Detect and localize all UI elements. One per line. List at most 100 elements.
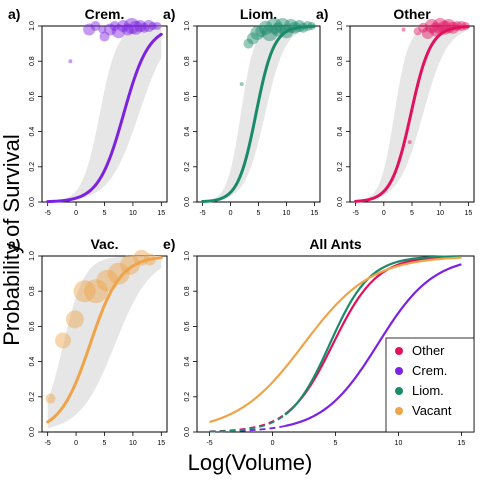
y-tick-label: 1.0 bbox=[29, 251, 36, 261]
x-tick-label: 10 bbox=[436, 210, 444, 217]
y-tick-label: 0.2 bbox=[184, 392, 191, 402]
fit-line bbox=[201, 24, 316, 204]
data-point bbox=[250, 26, 265, 41]
legend-entry: Other bbox=[412, 343, 445, 358]
legend-marker bbox=[395, 347, 403, 355]
x-tick-label: 10 bbox=[129, 440, 137, 447]
y-tick-label: 0.6 bbox=[337, 91, 344, 101]
y-tick-label: 0.2 bbox=[29, 162, 36, 172]
x-tick-label: 10 bbox=[395, 440, 403, 447]
x-tick-label: 0 bbox=[74, 440, 78, 447]
confidence-band bbox=[202, 26, 315, 202]
y-tick-label: 1.0 bbox=[184, 21, 191, 31]
y-tick-label: 0.4 bbox=[184, 127, 191, 137]
y-tick-label: 1.0 bbox=[29, 21, 36, 31]
data-point bbox=[55, 332, 72, 349]
y-tick-label: 0.8 bbox=[337, 56, 344, 66]
panel-0: Crem. a) -5 0 5 10 15 0.0 0.2 0.4 0.6 0.8 1.0 bbox=[8, 6, 168, 217]
y-tick-label: 0.0 bbox=[29, 427, 36, 437]
x-tick-label: -5 bbox=[353, 210, 359, 217]
data-point bbox=[266, 18, 283, 34]
data-point bbox=[246, 32, 259, 45]
y-tick-label: 0.0 bbox=[337, 197, 344, 207]
x-tick-label: 5 bbox=[410, 210, 414, 217]
data-point bbox=[90, 21, 101, 31]
panel-2: Other a) -5 0 5 10 15 0.0 0.2 0.4 0.6 0.8 1.0 bbox=[316, 6, 475, 217]
data-point bbox=[73, 280, 96, 303]
y-tick-label: 0.8 bbox=[184, 286, 191, 296]
data-point bbox=[401, 27, 406, 32]
y-tick-label: 0.6 bbox=[184, 321, 191, 331]
legend-entry: Liom. bbox=[412, 383, 444, 398]
data-point bbox=[243, 38, 254, 49]
fit-line bbox=[46, 32, 163, 204]
fit-line bbox=[46, 256, 163, 424]
y-tick-label: 0.8 bbox=[184, 56, 191, 66]
y-tick-label: 0.0 bbox=[184, 197, 191, 207]
y-tick-label: 0.6 bbox=[29, 91, 36, 101]
data-point bbox=[142, 20, 155, 32]
data-point bbox=[83, 23, 96, 36]
panel-label: a) bbox=[8, 6, 20, 22]
fit-line bbox=[354, 25, 470, 203]
y-tick-label: 1.0 bbox=[337, 21, 344, 31]
y-tick-label: 0.4 bbox=[29, 127, 36, 137]
data-point bbox=[111, 24, 126, 39]
data-point bbox=[99, 31, 110, 42]
x-tick-label: 15 bbox=[311, 210, 319, 217]
panel-4: All Ants e) -5 0 5 10 15 0.0 0.2 0.4 0.6 0.8 1.0 Othe… bbox=[163, 236, 475, 447]
x-tick-label: 0 bbox=[271, 440, 275, 447]
data-point bbox=[413, 27, 422, 36]
data-point bbox=[258, 20, 273, 35]
data-point bbox=[153, 22, 162, 30]
x-tick-label: -5 bbox=[45, 440, 51, 447]
panel-title: Other bbox=[393, 6, 431, 22]
data-point bbox=[65, 310, 84, 329]
x-tick-label: 15 bbox=[157, 210, 165, 217]
y-axis-label: Probability of Survival bbox=[0, 134, 24, 346]
panel-label: e) bbox=[163, 236, 175, 252]
y-tick-label: 0.4 bbox=[184, 357, 191, 367]
y-tick-label: 0.2 bbox=[337, 162, 344, 172]
data-point bbox=[128, 20, 143, 35]
y-tick-label: 0.0 bbox=[29, 197, 36, 207]
x-tick-label: 5 bbox=[334, 440, 338, 447]
x-tick-label: 0 bbox=[74, 210, 78, 217]
panel-1: Liom. a) -5 0 5 10 15 0.0 0.2 0.4 0.6 0.8 1.0 bbox=[163, 6, 321, 217]
x-tick-label: 0 bbox=[382, 210, 386, 217]
y-tick-label: 0.2 bbox=[184, 162, 191, 172]
series-line bbox=[284, 255, 462, 416]
legend-marker bbox=[395, 387, 403, 395]
legend-marker bbox=[395, 407, 403, 415]
x-tick-label: -5 bbox=[45, 210, 51, 217]
x-axis-label: Log(Volume) bbox=[188, 450, 313, 475]
x-tick-label: 5 bbox=[103, 440, 107, 447]
legend: Other Crem. Liom. Vacant bbox=[385, 337, 475, 433]
data-point bbox=[117, 20, 130, 32]
x-tick-label: -5 bbox=[199, 210, 205, 217]
panel-title: All Ants bbox=[309, 236, 362, 252]
data-point bbox=[123, 18, 140, 34]
data-point bbox=[424, 19, 439, 33]
x-tick-label: 10 bbox=[129, 210, 137, 217]
y-tick-label: 1.0 bbox=[184, 251, 191, 261]
y-tick-label: 0.8 bbox=[29, 56, 36, 66]
panel-label: a) bbox=[8, 236, 20, 252]
x-tick-label: 5 bbox=[103, 210, 107, 217]
panel-label: a) bbox=[316, 6, 328, 22]
x-tick-label: -5 bbox=[206, 440, 212, 447]
y-tick-label: 0.4 bbox=[29, 357, 36, 367]
data-point bbox=[120, 254, 141, 275]
series-line bbox=[209, 256, 462, 424]
legend-marker bbox=[395, 367, 403, 375]
series-line bbox=[284, 263, 462, 428]
y-tick-label: 0.2 bbox=[29, 392, 36, 402]
data-point bbox=[107, 262, 130, 285]
data-point bbox=[98, 25, 107, 34]
data-point bbox=[239, 82, 244, 87]
data-point bbox=[432, 18, 449, 34]
x-tick-label: 15 bbox=[458, 440, 466, 447]
x-tick-label: 5 bbox=[257, 210, 261, 217]
data-point bbox=[45, 393, 56, 404]
